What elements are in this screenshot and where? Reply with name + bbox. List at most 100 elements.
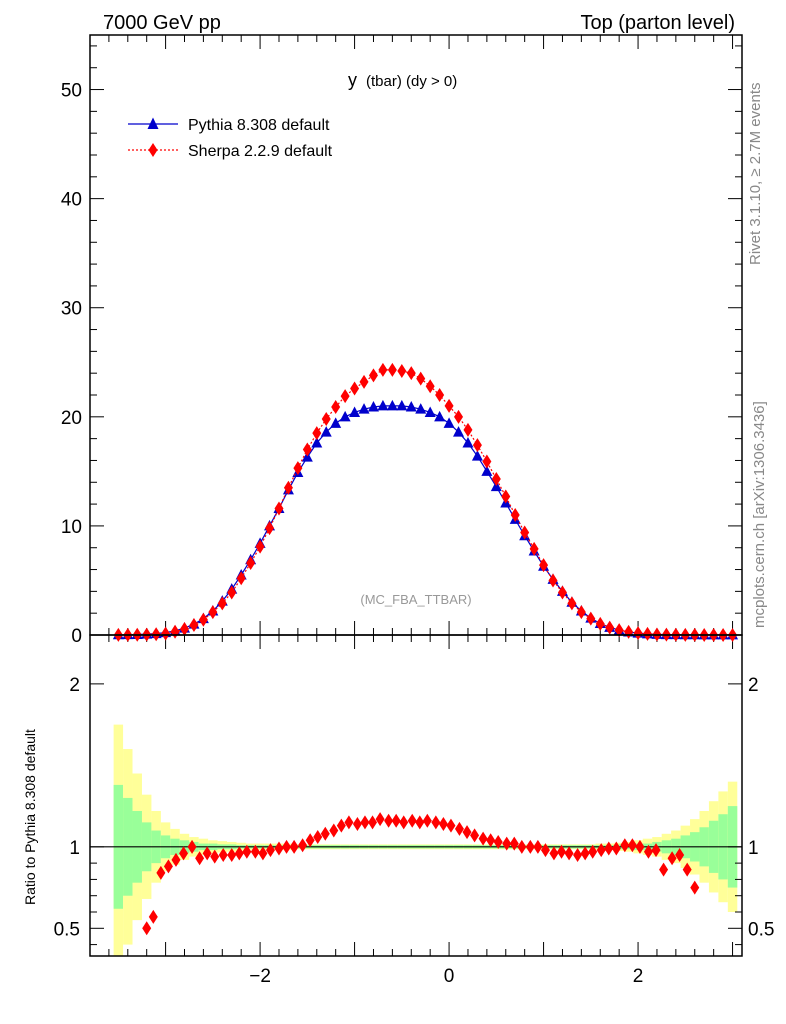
ratio-point — [643, 844, 653, 859]
ratio-point — [682, 862, 692, 877]
data-point — [283, 480, 293, 495]
y-tick-label: 10 — [61, 517, 82, 538]
data-point — [557, 585, 567, 600]
plot-title-sub: (tbar) (dy > 0) — [366, 73, 457, 90]
data-point — [331, 400, 341, 414]
main-axis-ticks: 0 10 20 30 40 50 −2 0 2 — [61, 35, 742, 987]
x-tick-label: 2 — [633, 966, 644, 987]
data-point — [434, 410, 446, 422]
data-point — [510, 508, 520, 522]
ratio-point — [627, 838, 637, 853]
ratio-point — [320, 826, 330, 841]
data-point — [405, 401, 417, 412]
ratio-point — [557, 844, 567, 859]
data-point — [435, 388, 445, 402]
ratio-point — [509, 836, 519, 851]
ratio-point — [384, 813, 394, 828]
data-point — [179, 622, 189, 636]
ratio-point — [478, 831, 488, 846]
data-point — [320, 426, 332, 437]
data-point — [491, 472, 501, 486]
data-point — [198, 612, 208, 627]
ratio-point — [329, 823, 339, 838]
data-point — [605, 620, 615, 635]
data-point — [349, 406, 361, 417]
ratio-point — [415, 815, 425, 830]
ratio-point — [148, 909, 158, 924]
ratio-point — [289, 839, 299, 854]
ratio-point — [549, 846, 559, 861]
ratio-tick-label-left: 0.5 — [54, 919, 80, 940]
data-point — [472, 438, 482, 453]
data-point — [255, 539, 265, 554]
ratio-point — [344, 815, 354, 830]
ratio-point — [282, 839, 292, 854]
plot-title-main: y — [348, 70, 357, 90]
data-point — [368, 368, 378, 383]
ratio-tick-label-right: 1 — [748, 838, 759, 859]
data-point — [501, 489, 511, 504]
ratio-point — [431, 815, 441, 830]
ratio-point — [502, 836, 512, 851]
ratio-point — [156, 865, 166, 880]
ratio-point — [368, 815, 378, 830]
ratio-plot-frame — [89, 634, 743, 957]
data-point — [462, 437, 474, 448]
analysis-watermark: (MC_FBA_TTBAR) — [360, 592, 471, 607]
legend-pythia-marker — [147, 117, 159, 129]
ratio-point — [375, 812, 385, 827]
y-tick-label: 30 — [61, 299, 82, 320]
ratio-point — [651, 843, 661, 858]
data-point — [576, 605, 586, 620]
data-point — [208, 605, 218, 620]
data-point — [443, 417, 455, 428]
ratio-axis-ticks: 0.5 0.5 1 1 2 2 — [54, 675, 774, 946]
legend: Pythia 8.308 default Sherpa 2.2.9 defaul… — [128, 117, 333, 160]
data-point — [614, 623, 624, 638]
ratio-point — [298, 838, 308, 853]
data-point — [463, 422, 473, 437]
ratio-point — [493, 834, 503, 849]
ratio-point — [171, 852, 181, 867]
data-point — [454, 409, 464, 424]
ratio-point — [422, 813, 432, 828]
data-point — [567, 596, 577, 611]
ratio-point — [635, 839, 645, 854]
ratio-point — [611, 841, 621, 856]
data-point — [302, 442, 312, 457]
ratio-point — [690, 880, 700, 895]
ratio-point — [604, 841, 614, 856]
data-point — [217, 596, 227, 611]
ratio-point — [142, 921, 152, 936]
data-point — [330, 417, 342, 428]
ratio-point — [540, 843, 550, 858]
data-point — [397, 364, 407, 378]
data-point — [377, 399, 389, 411]
data-point — [633, 626, 643, 641]
ratio-point — [391, 813, 401, 828]
data-point — [416, 371, 426, 386]
ratio-point — [352, 817, 362, 832]
x-tick-label: −2 — [249, 966, 271, 987]
ratio-point — [462, 825, 472, 840]
ratio-error-bands — [90, 724, 742, 956]
ratio-point — [517, 839, 527, 854]
data-point — [321, 412, 331, 426]
mcplots-label: mcplots.cern.ch [arXiv:1306.3436] — [751, 401, 768, 628]
ratio-point — [454, 821, 464, 836]
data-point — [293, 461, 303, 476]
ratio-point — [305, 833, 315, 848]
y-tick-label: 50 — [61, 81, 82, 102]
data-point — [539, 558, 549, 573]
ratio-point — [399, 815, 409, 830]
ratio-point — [274, 841, 284, 856]
data-point — [444, 398, 454, 413]
series-sherpa — [113, 362, 738, 642]
data-point — [340, 389, 350, 404]
ratio-point — [250, 844, 260, 859]
data-point — [425, 379, 435, 394]
data-point — [548, 573, 558, 588]
data-point — [227, 585, 237, 600]
data-point — [643, 626, 653, 641]
ratio-point — [438, 817, 448, 832]
